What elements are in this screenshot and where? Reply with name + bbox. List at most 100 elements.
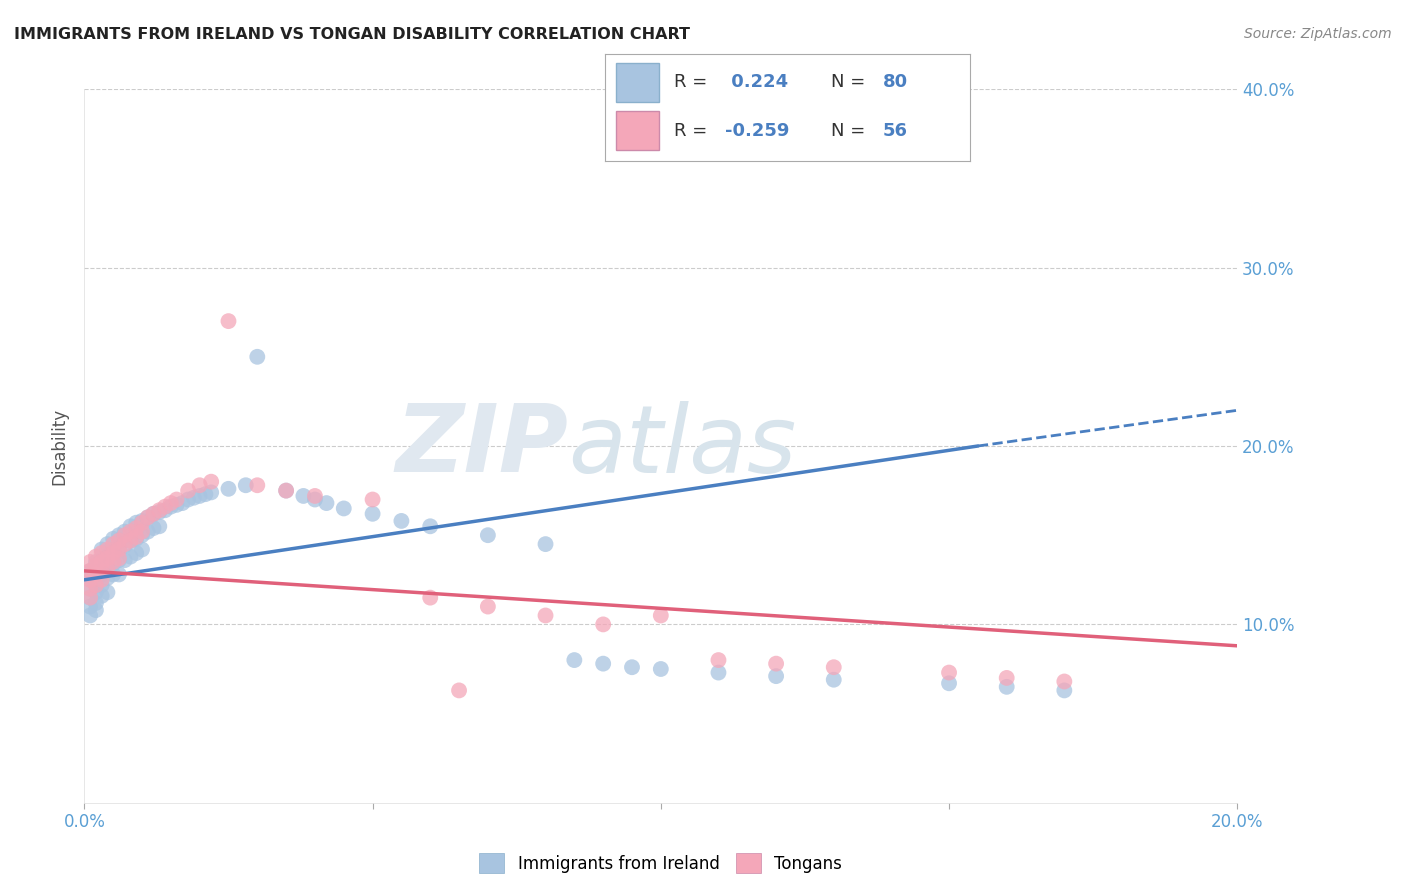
Text: ZIP: ZIP [395,400,568,492]
Point [84,567,107,582]
Point [332,501,354,516]
Point [995,680,1018,694]
Point [120,524,142,539]
Point [79,573,101,587]
Point [136,510,159,524]
Point [650,662,672,676]
Point [108,533,131,548]
Point [131,514,153,528]
Point [103,555,125,569]
Point [361,492,384,507]
Point [131,542,153,557]
Point [136,524,159,539]
Point [148,519,170,533]
Point [79,564,101,578]
Point [114,528,136,542]
Point [84,596,107,610]
Point [96,571,118,585]
Point [592,617,614,632]
Point [391,514,413,528]
Text: 0.224: 0.224 [725,73,789,91]
Point [160,500,183,514]
Point [103,567,125,582]
Point [315,496,337,510]
Point [79,564,101,578]
Point [108,542,131,557]
Point [621,660,644,674]
Point [84,555,107,569]
Point [79,555,101,569]
Point [361,507,384,521]
Point [79,582,101,596]
Point [304,489,326,503]
Point [96,560,118,574]
Point [108,541,131,555]
FancyBboxPatch shape [616,63,659,102]
Point [84,585,107,599]
Point [304,492,326,507]
Point [84,578,107,592]
Point [114,524,136,539]
Point [188,489,211,503]
Text: 56: 56 [883,121,907,139]
Point [96,585,118,599]
Point [765,657,787,671]
Point [136,510,159,524]
FancyBboxPatch shape [616,112,659,150]
Point [84,578,107,592]
Point [108,567,131,582]
Point [103,546,125,560]
Point [84,567,107,582]
Point [194,487,217,501]
Point [96,549,118,564]
Point [166,498,188,512]
Point [84,549,107,564]
Point [79,608,101,623]
Text: Source: ZipAtlas.com: Source: ZipAtlas.com [1244,27,1392,41]
Point [120,519,142,533]
Point [477,599,499,614]
Text: R =: R = [673,121,713,139]
Point [120,533,142,548]
Point [96,551,118,566]
Point [131,528,153,542]
Point [131,524,153,539]
Point [142,507,165,521]
Point [235,478,257,492]
Point [183,491,205,505]
Point [79,582,101,596]
Point [564,653,586,667]
Point [131,516,153,530]
Point [447,683,470,698]
Point [1053,674,1076,689]
Point [103,557,125,571]
Point [90,542,112,557]
Point [177,483,200,498]
Legend: Immigrants from Ireland, Tongans: Immigrants from Ireland, Tongans [472,847,849,880]
Point [707,665,730,680]
Point [96,537,118,551]
Text: R =: R = [673,73,713,91]
Point [96,560,118,574]
Point [79,591,101,605]
Text: N =: N = [831,73,872,91]
Point [125,516,148,530]
Point [90,555,112,569]
Point [114,537,136,551]
Point [148,503,170,517]
Point [1053,683,1076,698]
Point [103,537,125,551]
Point [765,669,787,683]
Point [125,546,148,560]
Text: IMMIGRANTS FROM IRELAND VS TONGAN DISABILITY CORRELATION CHART: IMMIGRANTS FROM IRELAND VS TONGAN DISABI… [14,27,690,42]
Point [823,673,845,687]
Point [200,485,222,500]
Point [108,551,131,566]
Point [90,546,112,560]
Point [153,503,176,517]
Point [419,591,441,605]
Point [246,478,269,492]
Point [114,539,136,553]
Point [79,573,101,587]
Point [90,589,112,603]
